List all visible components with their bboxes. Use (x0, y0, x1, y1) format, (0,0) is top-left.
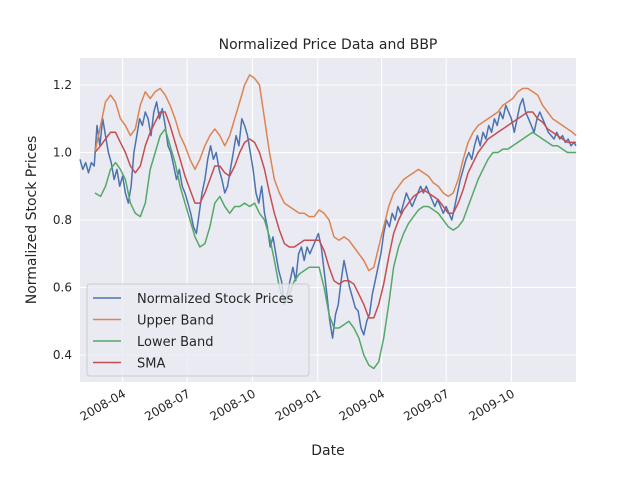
series-line-sma (94, 111, 576, 319)
legend-box (86, 283, 310, 377)
x-ticks: 2008-04 2008-07 2008-10 2009-01 2009-04 2009-… (78, 386, 517, 423)
y-tick-label: 0.8 (53, 213, 72, 227)
legend: Normalized Stock Prices Upper Band Lower B… (86, 283, 310, 377)
legend-label-sma: SMA (137, 357, 165, 372)
series-line-lower-band (94, 128, 576, 370)
x-tick-label: 2008-04 (78, 386, 128, 423)
x-tick-label: 2009-07 (401, 386, 451, 423)
grid (80, 58, 576, 382)
x-tick-label: 2009-10 (467, 386, 517, 423)
legend-label-lower-band: Lower Band (137, 335, 213, 350)
y-axis-label: Normalized Stock Prices (24, 136, 40, 305)
y-tick-label: 1.0 (53, 146, 72, 160)
legend-label-normalized-stock-prices: Normalized Stock Prices (137, 292, 294, 307)
x-tick-label: 2008-10 (208, 386, 258, 423)
y-tick-label: 0.4 (53, 348, 72, 362)
x-axis-label: Date (311, 443, 344, 459)
y-tick-label: 1.2 (53, 78, 72, 92)
series-line-upper-band (94, 74, 577, 272)
y-ticks: 0.4 0.6 0.8 1.0 1.2 (53, 78, 72, 362)
x-tick-label: 2008-07 (142, 386, 192, 423)
x-tick-label: 2009-01 (273, 386, 323, 423)
legend-label-upper-band: Upper Band (137, 314, 214, 329)
y-tick-label: 0.6 (53, 281, 72, 295)
series-layer (79, 74, 577, 370)
x-tick-label: 2009-04 (337, 386, 387, 423)
chart-title: Normalized Price Data and BBP (219, 37, 438, 53)
